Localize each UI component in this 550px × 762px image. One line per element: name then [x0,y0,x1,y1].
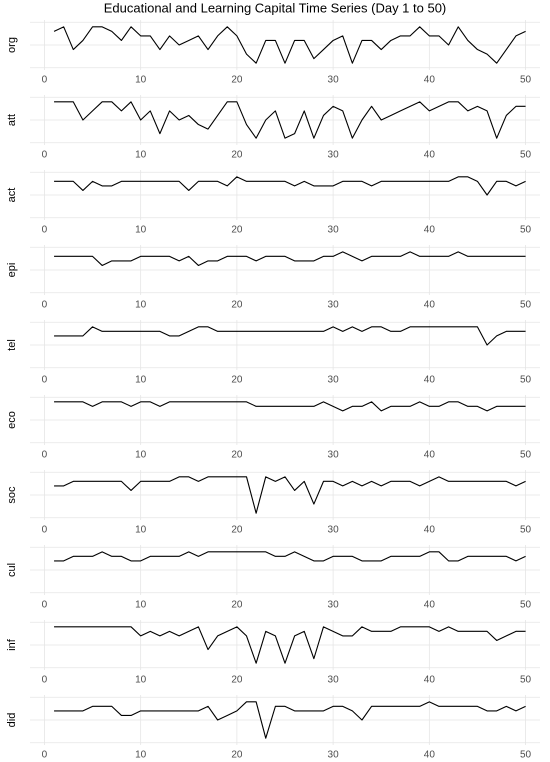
panel: 0 10 20 30 40 50 cul [6,545,540,611]
panel: 0 10 20 30 40 50 org [6,20,540,86]
x-tick-label: 30 [328,675,340,686]
x-tick-label: 0 [42,150,48,161]
x-tick-label: 20 [231,75,243,86]
series-line [54,626,526,664]
x-tick-label: 50 [520,225,532,236]
x-tick-label: 0 [42,75,48,86]
x-tick-label: 20 [231,675,243,686]
series-line [53,26,526,64]
x-tick-label: 10 [135,525,147,536]
x-tick-label: 40 [424,450,436,461]
panel: 0 10 20 30 40 50 epi [6,245,540,311]
panel-label: eco [6,411,18,429]
x-tick-label: 10 [135,225,147,236]
panel-label: cul [6,563,18,577]
x-tick-label: 20 [231,525,243,536]
series-line [54,401,526,412]
panel: 0 10 20 30 40 50 act [6,170,540,236]
x-tick-label: 50 [520,750,532,761]
x-tick-label: 40 [424,375,436,386]
x-tick-label: 10 [135,675,147,686]
x-tick-label: 50 [520,300,532,311]
x-tick-label: 0 [42,225,48,236]
x-tick-label: 50 [520,525,532,536]
x-tick-label: 10 [135,300,147,311]
x-tick-label: 0 [42,450,48,461]
x-tick-label: 40 [424,525,436,536]
x-tick-label: 50 [520,75,532,86]
x-tick-label: 40 [424,225,436,236]
x-tick-label: 40 [424,675,436,686]
x-tick-label: 40 [424,300,436,311]
series-line [54,476,526,514]
chart-title: Educational and Learning Capital Time Se… [104,0,447,15]
x-tick-label: 30 [328,450,340,461]
panel-label: act [6,188,18,203]
panel-label: soc [6,486,18,504]
x-tick-label: 30 [328,750,340,761]
x-tick-label: 30 [328,150,340,161]
x-tick-label: 50 [520,675,532,686]
panel: 0 10 20 30 40 50 inf [6,620,540,686]
panel: 0 10 20 30 40 50 tel [6,320,540,386]
x-tick-label: 40 [424,75,436,86]
series-line [54,101,526,139]
x-tick-label: 20 [231,450,243,461]
panel-label: inf [6,638,18,651]
x-tick-label: 0 [42,675,48,686]
x-tick-label: 0 [42,300,48,311]
x-tick-label: 0 [42,750,48,761]
panel-label: epi [6,263,18,278]
panel-label: att [6,114,18,126]
x-tick-label: 40 [424,600,436,611]
series-line [54,701,526,739]
x-tick-label: 20 [231,225,243,236]
x-tick-label: 40 [424,750,436,761]
series-line [54,326,526,346]
x-tick-label: 0 [42,375,48,386]
x-tick-label: 10 [135,750,147,761]
x-tick-label: 0 [42,600,48,611]
x-tick-label: 10 [135,600,147,611]
series-line [54,551,526,562]
panel-label: tel [6,339,18,351]
x-tick-label: 0 [42,525,48,536]
x-tick-label: 20 [231,150,243,161]
x-tick-label: 30 [328,75,340,86]
panel-label: did [6,713,18,728]
x-tick-label: 10 [135,150,147,161]
x-tick-label: 50 [520,150,532,161]
x-tick-label: 10 [135,375,147,386]
x-tick-label: 20 [231,750,243,761]
x-tick-label: 10 [135,450,147,461]
x-tick-label: 30 [328,600,340,611]
x-tick-label: 10 [135,75,147,86]
x-tick-label: 30 [328,375,340,386]
x-tick-label: 20 [231,375,243,386]
x-tick-label: 30 [328,525,340,536]
panel: 0 10 20 30 40 50 att [6,95,540,161]
x-tick-label: 30 [328,225,340,236]
x-tick-label: 50 [520,600,532,611]
x-tick-label: 20 [231,300,243,311]
panel: 0 10 20 30 40 50 soc [6,470,540,536]
x-tick-label: 50 [520,375,532,386]
x-tick-label: 40 [424,150,436,161]
x-tick-label: 20 [231,600,243,611]
series-line [54,251,526,266]
x-tick-label: 30 [328,300,340,311]
series-line [54,176,526,196]
x-tick-label: 50 [520,450,532,461]
panel: 0 10 20 30 40 50 eco [6,395,540,461]
panel-label: org [6,37,18,53]
panel: 0 10 20 30 40 50 did [6,695,540,761]
